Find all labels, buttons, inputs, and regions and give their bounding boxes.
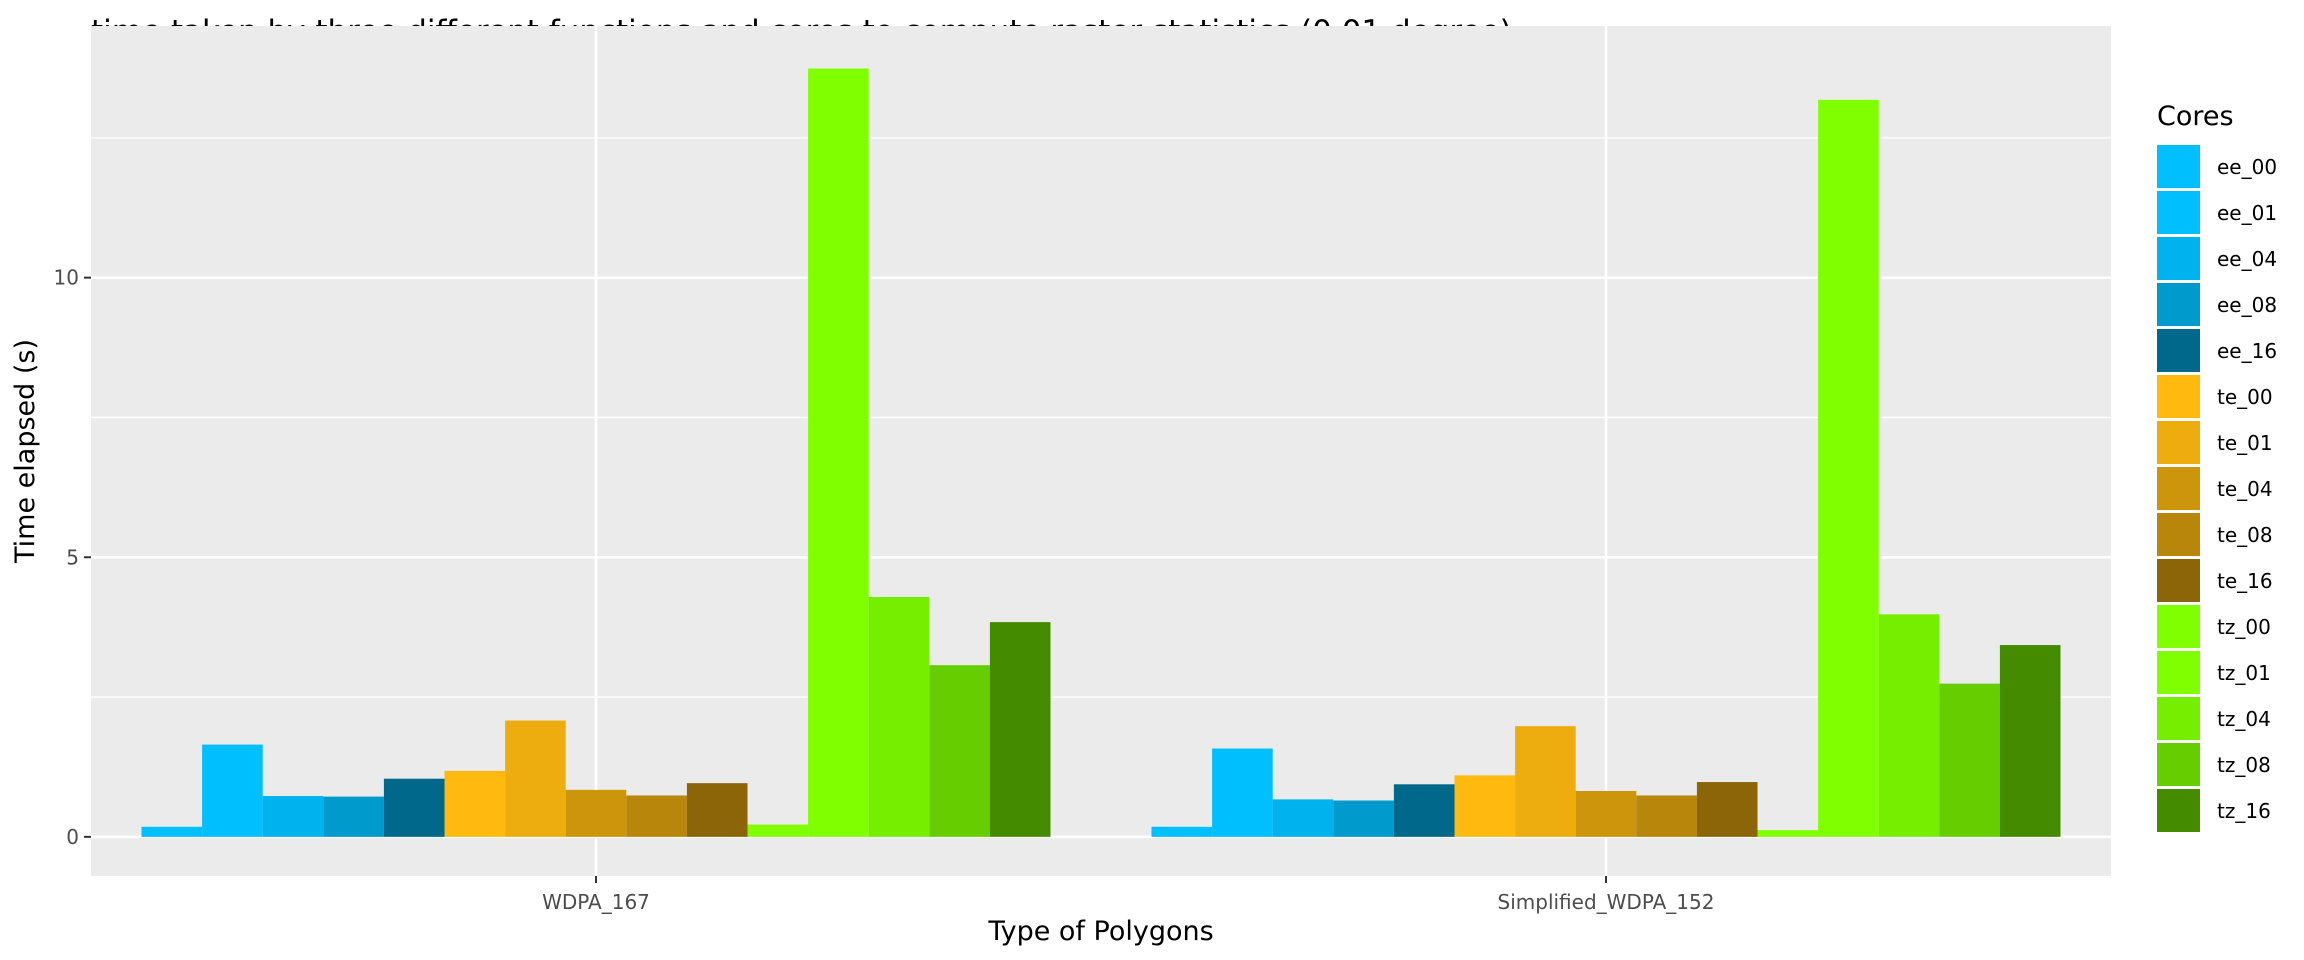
x-tick-label: Simplified_WDPA_152 bbox=[1498, 890, 1715, 914]
legend-key-ee_16 bbox=[2157, 329, 2200, 372]
legend-label-tz_08: tz_08 bbox=[2217, 753, 2271, 777]
legend-key-ee_01 bbox=[2157, 191, 2200, 234]
bar-tz_01-WDPA_167 bbox=[808, 68, 869, 837]
bar-ee_00-Simplified_WDPA_152 bbox=[1151, 826, 1213, 837]
bar-te_01-WDPA_167 bbox=[505, 720, 566, 837]
bar-tz_08-Simplified_WDPA_152 bbox=[1939, 683, 2000, 837]
legend-label-ee_08: ee_08 bbox=[2217, 293, 2277, 317]
bar-ee_01-Simplified_WDPA_152 bbox=[1212, 748, 1273, 837]
bar-te_01-Simplified_WDPA_152 bbox=[1515, 726, 1576, 837]
bar-ee_16-Simplified_WDPA_152 bbox=[1393, 784, 1455, 837]
bar-te_16-WDPA_167 bbox=[686, 783, 748, 837]
bar-te_08-WDPA_167 bbox=[626, 795, 687, 837]
bar-te_08-Simplified_WDPA_152 bbox=[1636, 795, 1697, 837]
bar-te_04-WDPA_167 bbox=[565, 789, 627, 837]
bar-te_04-Simplified_WDPA_152 bbox=[1575, 791, 1637, 837]
legend-key-tz_04 bbox=[2157, 697, 2200, 740]
legend-label-te_01: te_01 bbox=[2217, 431, 2273, 455]
bar-ee_16-WDPA_167 bbox=[383, 778, 445, 837]
legend-key-tz_08 bbox=[2157, 743, 2200, 786]
legend-label-te_08: te_08 bbox=[2217, 523, 2273, 547]
legend-label-ee_16: ee_16 bbox=[2217, 339, 2277, 363]
bar-ee_04-Simplified_WDPA_152 bbox=[1272, 799, 1334, 837]
legend-label-tz_16: tz_16 bbox=[2217, 799, 2271, 823]
legend-label-te_16: te_16 bbox=[2217, 569, 2273, 593]
y-tick-label: 0 bbox=[66, 825, 79, 849]
bar-tz_00-Simplified_WDPA_152 bbox=[1757, 830, 1819, 837]
bar-te_00-Simplified_WDPA_152 bbox=[1454, 775, 1516, 837]
x-axis-title: Type of Polygons bbox=[987, 916, 1213, 947]
bar-ee_04-WDPA_167 bbox=[262, 796, 324, 837]
legend-label-tz_00: tz_00 bbox=[2217, 615, 2271, 639]
legend-key-tz_16 bbox=[2157, 789, 2200, 832]
bar-te_00-WDPA_167 bbox=[444, 770, 506, 837]
legend-key-te_01 bbox=[2157, 421, 2200, 464]
bar-layer bbox=[141, 68, 2061, 837]
legend-title: Cores bbox=[2157, 101, 2234, 132]
legend: Cores ee_00 ee_01 ee_04 ee_08 ee_16 te_00 te_0… bbox=[2157, 101, 2277, 832]
legend-label-te_00: te_00 bbox=[2217, 385, 2273, 409]
bar-te_16-Simplified_WDPA_152 bbox=[1696, 782, 1758, 837]
bar-ee_01-WDPA_167 bbox=[202, 744, 263, 837]
legend-key-ee_08 bbox=[2157, 283, 2200, 326]
legend-label-ee_01: ee_01 bbox=[2217, 201, 2277, 225]
y-tick-label: 5 bbox=[66, 545, 79, 569]
legend-label-ee_00: ee_00 bbox=[2217, 155, 2277, 179]
bar-tz_08-WDPA_167 bbox=[929, 665, 990, 837]
bar-ee_08-WDPA_167 bbox=[323, 796, 384, 837]
y-axis-title: Time elapsed (s) bbox=[10, 339, 41, 564]
plot-panel bbox=[91, 26, 2111, 876]
axis-layer: 0 5 10 WDPA_167 Simplified_WDPA_152 bbox=[54, 266, 1715, 914]
legend-key-ee_00 bbox=[2157, 145, 2200, 188]
legend-key-te_00 bbox=[2157, 375, 2200, 418]
bar-tz_16-Simplified_WDPA_152 bbox=[1999, 645, 2061, 837]
bar-ee_08-Simplified_WDPA_152 bbox=[1333, 800, 1394, 837]
legend-label-tz_04: tz_04 bbox=[2217, 707, 2271, 731]
legend-key-te_08 bbox=[2157, 513, 2200, 556]
bar-tz_04-WDPA_167 bbox=[868, 596, 930, 837]
bar-tz_16-WDPA_167 bbox=[989, 622, 1051, 837]
bar-tz_01-Simplified_WDPA_152 bbox=[1818, 99, 1879, 837]
legend-key-te_16 bbox=[2157, 559, 2200, 602]
legend-key-tz_00 bbox=[2157, 605, 2200, 648]
bar-ee_00-WDPA_167 bbox=[141, 826, 203, 837]
bar-tz_04-Simplified_WDPA_152 bbox=[1878, 614, 1940, 837]
legend-key-ee_04 bbox=[2157, 237, 2200, 280]
legend-key-tz_01 bbox=[2157, 651, 2200, 694]
bar-tz_00-WDPA_167 bbox=[747, 824, 809, 837]
y-tick-label: 10 bbox=[54, 266, 79, 290]
legend-label-ee_04: ee_04 bbox=[2217, 247, 2277, 271]
legend-label-te_04: te_04 bbox=[2217, 477, 2273, 501]
x-tick-label: WDPA_167 bbox=[542, 890, 650, 914]
legend-label-tz_01: tz_01 bbox=[2217, 661, 2271, 685]
legend-key-te_04 bbox=[2157, 467, 2200, 510]
